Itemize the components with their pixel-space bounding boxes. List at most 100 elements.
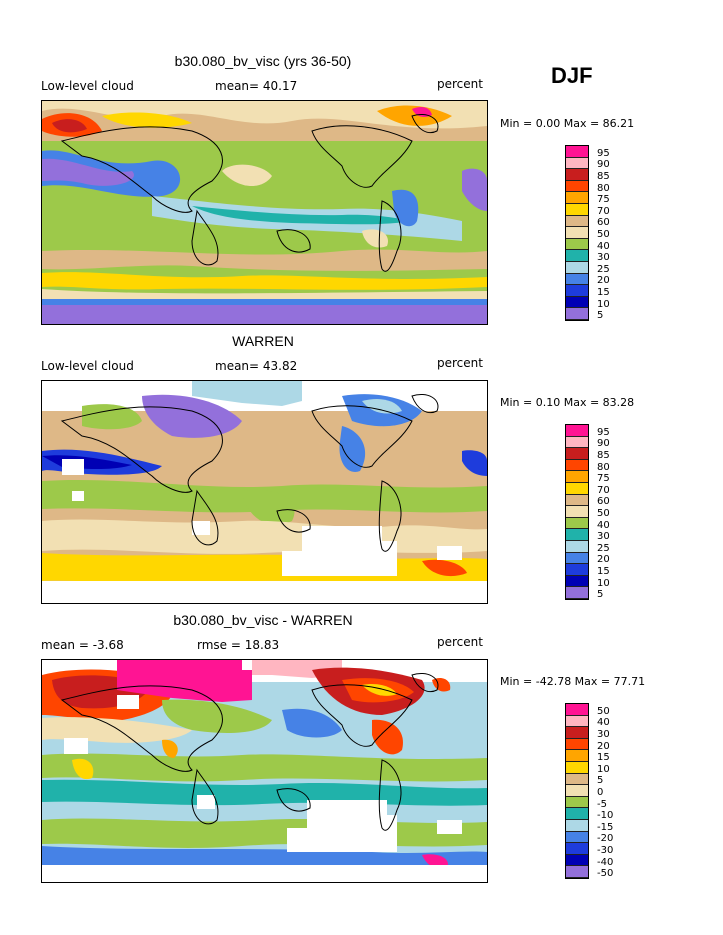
- colorbar-swatch: [566, 180, 588, 193]
- colorbar-swatch: [566, 761, 588, 774]
- colorbar-swatch: [566, 843, 588, 855]
- colorbar-swatch: [566, 448, 588, 460]
- colorbar-swatch: [566, 296, 588, 309]
- colorbar-label: 40: [597, 240, 610, 252]
- colorbar-swatch: [566, 819, 588, 832]
- colorbar-label: 10: [597, 298, 610, 310]
- colorbar-label: 10: [597, 763, 610, 775]
- colorbar-swatch: [566, 250, 588, 262]
- colorbar-label: 30: [597, 729, 610, 740]
- colorbar-swatch: [566, 738, 588, 751]
- colorbar-swatch: [566, 517, 588, 530]
- colorbar-label: 60: [597, 496, 610, 508]
- colorbar-label: 85: [597, 450, 610, 461]
- colorbar-label: 40: [597, 717, 610, 729]
- colorbar-label: 20: [597, 740, 610, 752]
- panel-1-variable-label: Low-level cloud: [41, 79, 134, 93]
- panel-3-map: [41, 659, 488, 883]
- colorbar-swatch: [566, 471, 588, 483]
- colorbar-label: 70: [597, 484, 610, 496]
- colorbar-swatch: [566, 308, 588, 320]
- colorbar-swatch: [566, 552, 588, 565]
- colorbar-swatch: [566, 773, 588, 786]
- panel-2-colorbar-labels: 95 90 85 80 75 70 60 50 40 30 25 20 15 10 5: [597, 424, 637, 600]
- colorbar-swatch: [566, 796, 588, 809]
- panel-3-rmse-label: rmse = 18.83: [197, 638, 280, 652]
- panel-1-units-label: percent: [437, 77, 483, 91]
- colorbar-label: 15: [597, 752, 610, 764]
- panel-1-title: b30.080_bv_visc (yrs 36-50): [174, 53, 352, 69]
- colorbar-label: 50: [597, 705, 610, 717]
- colorbar-label: 5: [597, 310, 604, 322]
- colorbar-label: 25: [597, 542, 610, 554]
- colorbar-label: 60: [597, 217, 610, 229]
- panel-3-title: b30.080_bv_visc - WARREN: [173, 612, 353, 628]
- panel-2-variable-label: Low-level cloud: [41, 359, 134, 373]
- panel-1-min-max: Min = 0.00 Max = 86.21: [500, 117, 635, 130]
- panel-2-cloud-field: [42, 381, 487, 603]
- colorbar-label: 70: [597, 205, 610, 217]
- panel-2-map: [41, 380, 488, 604]
- colorbar-label: -10: [597, 810, 614, 822]
- colorbar-swatch: [566, 192, 588, 204]
- colorbar-label: 20: [597, 554, 610, 566]
- panel-2-mean-label: mean= 43.82: [215, 359, 298, 373]
- colorbar-label: 20: [597, 275, 610, 287]
- colorbar-label: 10: [597, 577, 610, 589]
- panel-3-mean-label: mean = -3.68: [41, 638, 124, 652]
- colorbar-label: 25: [597, 263, 610, 275]
- colorbar-swatch: [566, 425, 588, 437]
- colorbar-swatch: [566, 506, 588, 518]
- colorbar-label: 75: [597, 473, 610, 485]
- colorbar-swatch: [566, 494, 588, 507]
- colorbar-label: 50: [597, 229, 610, 240]
- colorbar-swatch: [566, 831, 588, 844]
- panel-1-mean-label: mean= 40.17: [215, 79, 298, 93]
- colorbar-swatch: [566, 715, 588, 728]
- colorbar-swatch: [566, 285, 588, 297]
- colorbar-label: 15: [597, 287, 610, 298]
- colorbar-label: 30: [597, 252, 610, 264]
- colorbar-swatch: [566, 261, 588, 274]
- colorbar-label: -30: [597, 845, 614, 856]
- panel-3-colorbar-labels: 50 40 30 20 15 10 5 0 -5 -10 -15 -20 -30 -40 -50: [597, 703, 637, 880]
- panel-1-cloud-field: [42, 101, 487, 324]
- colorbar-label: -15: [597, 821, 614, 833]
- panel-2-title: WARREN: [232, 333, 294, 349]
- panel-1-map: [41, 100, 488, 325]
- panel-3-difference-field: [42, 660, 487, 882]
- colorbar-swatch: [566, 540, 588, 553]
- panel-3-min-max: Min = -42.78 Max = 77.71: [500, 675, 646, 688]
- colorbar-label: 40: [597, 519, 610, 531]
- colorbar-label: 75: [597, 194, 610, 206]
- colorbar-swatch: [566, 273, 588, 286]
- colorbar-swatch: [566, 203, 588, 216]
- colorbar-label: 0: [597, 787, 604, 798]
- panel-1-colorbar-labels: 95 90 85 80 75 70 60 50 40 30 25 20 15 10 5: [597, 145, 637, 322]
- panel-2-min-max: Min = 0.10 Max = 83.28: [500, 396, 635, 409]
- colorbar-swatch: [566, 238, 588, 251]
- colorbar-label: 95: [597, 426, 610, 438]
- colorbar-swatch: [566, 459, 588, 472]
- colorbar-label: 50: [597, 508, 610, 519]
- colorbar-label: 5: [597, 775, 604, 787]
- colorbar-label: -20: [597, 833, 614, 845]
- colorbar-swatch: [566, 146, 588, 158]
- panel-1-colorbar: [565, 145, 589, 321]
- panel-2-units-label: percent: [437, 356, 483, 370]
- colorbar-label: -50: [597, 868, 614, 880]
- panel-2-colorbar: [565, 424, 589, 600]
- colorbar-label: 80: [597, 182, 610, 194]
- colorbar-label: 15: [597, 566, 610, 577]
- colorbar-swatch: [566, 157, 588, 170]
- colorbar-swatch: [566, 169, 588, 181]
- colorbar-swatch: [566, 727, 588, 739]
- colorbar-label: 95: [597, 147, 610, 159]
- colorbar-swatch: [566, 227, 588, 239]
- colorbar-swatch: [566, 587, 588, 599]
- colorbar-swatch: [566, 575, 588, 588]
- colorbar-swatch: [566, 808, 588, 820]
- colorbar-label: -40: [597, 856, 614, 868]
- colorbar-label: -5: [597, 798, 607, 810]
- colorbar-swatch: [566, 564, 588, 576]
